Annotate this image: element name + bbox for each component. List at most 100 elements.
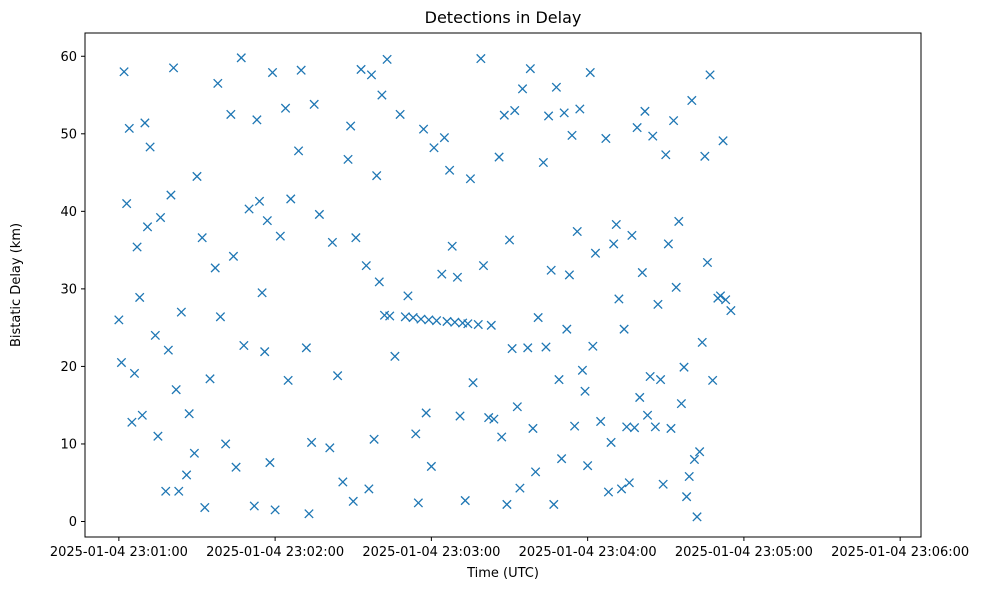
data-point <box>325 443 335 453</box>
data-point <box>499 110 509 120</box>
data-point <box>286 194 296 204</box>
data-point <box>525 64 536 74</box>
data-point <box>382 54 392 65</box>
data-point <box>546 265 556 275</box>
data-point <box>484 412 494 423</box>
data-point <box>309 99 319 109</box>
data-point <box>403 291 413 301</box>
data-point <box>176 307 187 317</box>
data-point <box>663 239 674 249</box>
data-point <box>642 410 653 420</box>
y-tick-label: 50 <box>60 127 77 142</box>
data-point <box>418 124 429 134</box>
data-point <box>653 299 663 310</box>
data-point <box>400 312 410 322</box>
data-point <box>351 233 361 243</box>
data-point <box>702 257 713 268</box>
y-tick-label: 30 <box>60 282 77 297</box>
data-point <box>267 67 278 78</box>
y-tick-label: 0 <box>69 515 77 530</box>
data-point <box>343 154 353 165</box>
data-point <box>463 319 473 329</box>
data-point <box>132 242 142 252</box>
data-point <box>408 312 418 323</box>
data-point <box>239 340 249 351</box>
data-point <box>692 512 702 522</box>
data-point <box>145 142 155 152</box>
data-point <box>684 471 694 482</box>
x-tick-label: 2025-01-04 23:04:00 <box>519 545 657 560</box>
data-point <box>421 408 431 418</box>
data-point <box>270 505 280 515</box>
x-tick-label: 2025-01-04 23:01:00 <box>50 545 188 560</box>
data-point <box>707 375 718 386</box>
data-point <box>200 502 210 513</box>
data-point <box>257 288 267 298</box>
data-point <box>228 251 239 261</box>
data-point <box>585 67 595 78</box>
data-point <box>348 496 358 506</box>
data-point <box>364 484 374 494</box>
data-point <box>161 486 171 496</box>
data-point <box>431 316 442 326</box>
data-point <box>437 269 447 279</box>
data-point <box>577 365 588 375</box>
data-point <box>661 150 671 160</box>
data-point <box>575 104 585 114</box>
y-tick-label: 20 <box>60 360 77 375</box>
data-point <box>697 337 707 348</box>
data-point <box>252 115 262 125</box>
data-point <box>122 198 132 209</box>
data-point <box>596 416 606 427</box>
data-point <box>332 371 343 381</box>
data-point <box>181 470 192 480</box>
data-point <box>444 165 455 175</box>
data-point <box>137 410 147 420</box>
data-point <box>390 351 400 361</box>
data-point <box>494 152 504 162</box>
data-point <box>260 347 270 357</box>
data-point <box>306 437 317 448</box>
data-point <box>189 448 200 458</box>
data-point <box>694 447 705 457</box>
y-tick-label: 10 <box>60 437 77 452</box>
data-point <box>504 235 515 245</box>
data-point <box>569 421 580 431</box>
data-point <box>385 311 395 321</box>
data-point <box>523 343 533 353</box>
data-point <box>262 215 272 226</box>
data-point <box>726 305 736 316</box>
data-point <box>629 423 640 433</box>
data-point <box>314 209 325 220</box>
data-point <box>361 260 371 271</box>
data-point <box>119 67 129 77</box>
data-point <box>622 422 632 432</box>
data-point <box>249 501 259 511</box>
data-point <box>215 312 226 322</box>
data-point <box>721 295 731 305</box>
axis-ticks: 2025-01-04 23:01:00 2025-01-04 23:02:00 20… <box>50 50 969 560</box>
data-point <box>687 95 697 106</box>
data-point <box>624 478 634 488</box>
data-point <box>439 133 450 143</box>
data-point <box>184 409 194 419</box>
data-point <box>538 157 549 168</box>
data-point <box>280 103 291 113</box>
data-point <box>197 233 207 243</box>
data-point <box>619 324 629 334</box>
data-point <box>416 314 426 324</box>
data-point <box>533 312 543 323</box>
data-point <box>489 414 499 424</box>
x-tick-label: 2025-01-04 23:05:00 <box>675 545 813 560</box>
data-point <box>671 282 681 292</box>
data-point <box>611 219 621 230</box>
data-point <box>700 151 710 161</box>
data-point <box>283 375 293 386</box>
data-point <box>213 78 223 89</box>
data-point <box>226 109 236 120</box>
data-point <box>497 432 507 442</box>
data-point <box>476 53 486 64</box>
data-point <box>150 330 160 341</box>
chart-title: Detections in Delay <box>425 8 582 27</box>
